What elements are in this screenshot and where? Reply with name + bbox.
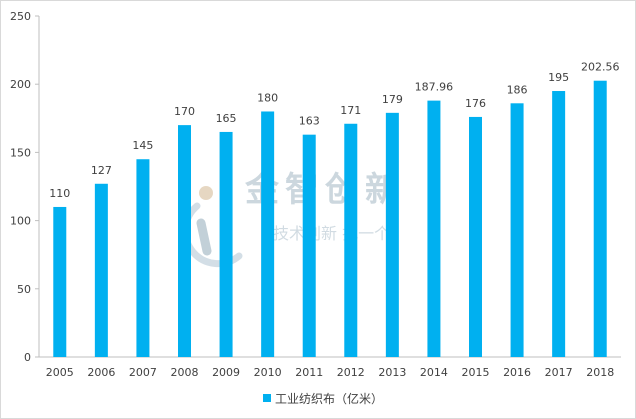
watermark: 金智创新 技术创新 找一个 [181,170,399,268]
data-label: 180 [257,91,278,104]
x-tick-label: 2012 [337,366,365,379]
data-labels: 110 127 145 170 165 180 163 171 179 187.96 176 186 1… [49,61,619,200]
bar [261,111,275,357]
x-tick-label: 2011 [295,366,323,379]
data-label: 186 [507,83,528,96]
data-label: 195 [548,71,569,84]
y-tick-label: 250 [10,10,31,23]
bar [53,206,67,357]
x-tick-label: 2018 [586,366,614,379]
data-label: 171 [340,104,361,117]
data-label: 179 [382,93,403,106]
legend: 工业纺织布（亿米） [263,391,383,406]
x-tick-label: 2008 [171,366,199,379]
bar [427,100,441,357]
data-label: 165 [216,112,237,125]
data-label: 202.56 [581,61,620,74]
x-tick-label: 2007 [129,366,157,379]
bar [510,103,524,358]
data-label: 170 [174,105,195,118]
x-tick-label: 2017 [545,366,573,379]
bar-series [53,80,607,358]
legend-label: 工业纺织布（亿米） [275,391,383,406]
bar [593,80,607,357]
bar [344,123,358,357]
bar [469,116,482,357]
bar [219,131,233,357]
data-label: 110 [49,187,70,200]
y-tick-label: 200 [10,78,31,91]
data-label: 176 [465,97,486,110]
bar [94,183,108,357]
x-tick-label: 2010 [254,366,282,379]
y-tick-label: 50 [17,283,31,296]
data-label: 127 [91,164,112,177]
data-label: 163 [299,115,320,128]
y-axis: 0 50 100 150 200 250 [10,10,40,364]
data-label: 187.96 [415,81,454,94]
x-tick-label: 2016 [503,366,531,379]
x-tick-label: 2015 [462,366,490,379]
x-tick-label: 2006 [87,366,115,379]
bar [552,91,566,358]
watermark-sub-text: 技术创新 找一个 [273,224,390,243]
x-tick-label: 2014 [420,366,448,379]
bar [136,159,150,357]
bar [385,112,399,358]
x-tick-label: 2009 [212,366,240,379]
y-tick-label: 150 [10,146,31,159]
x-axis: 2005 2006 2007 2008 2009 2010 2011 2012 2013 2014… [39,356,621,379]
legend-swatch [263,394,271,402]
data-label: 145 [132,139,153,152]
y-tick-label: 0 [24,351,31,364]
x-tick-label: 2013 [378,366,406,379]
y-tick-label: 100 [10,215,31,228]
bar [302,134,316,357]
bar [178,125,191,358]
x-tick-label: 2005 [46,366,74,379]
